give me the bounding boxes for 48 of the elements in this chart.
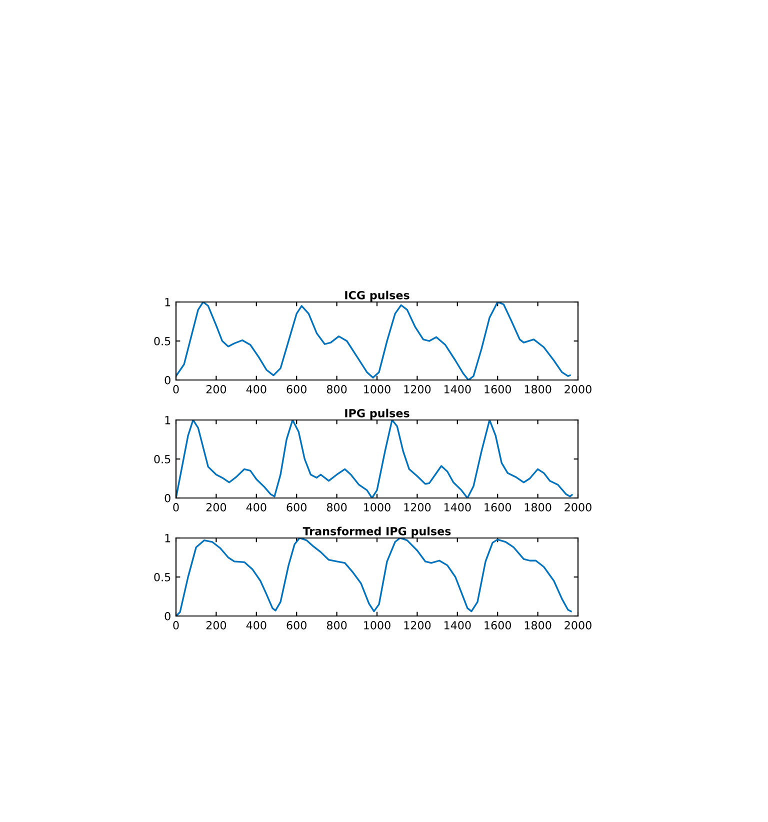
- y-tick-label: 0.5: [154, 572, 170, 582]
- x-tick-label: 1000: [364, 621, 390, 630]
- x-tick-label: 200: [206, 503, 226, 512]
- x-tick-label: 0: [173, 503, 179, 512]
- x-tick-label: 2000: [564, 621, 592, 630]
- x-tick-label: 800: [326, 621, 347, 630]
- x-tick-label: 200: [206, 621, 226, 630]
- x-tick-label: 1200: [404, 503, 431, 512]
- x-tick-label: 800: [326, 503, 347, 512]
- x-tick-label: 200: [206, 385, 226, 394]
- x-tick-label: 600: [286, 621, 306, 630]
- y-tick-label: 0.5: [154, 336, 170, 346]
- x-tick-label: 0: [173, 621, 179, 630]
- chart-title: ICG pulses: [345, 290, 410, 302]
- x-tick-label: 1600: [484, 385, 511, 394]
- line-series: [176, 302, 571, 380]
- line-series: [176, 538, 572, 616]
- y-tick-label: 1: [165, 534, 170, 542]
- line-series: [176, 420, 573, 498]
- x-tick-label: 1600: [484, 503, 511, 512]
- x-tick-label: 600: [286, 385, 306, 394]
- x-tick-label: 1800: [524, 503, 552, 512]
- x-tick-label: 600: [286, 503, 306, 512]
- x-tick-label: 1400: [444, 621, 471, 630]
- y-tick-label: 0: [164, 494, 170, 502]
- x-tick-label: 1800: [524, 385, 552, 394]
- y-tick-label: 1: [165, 298, 170, 306]
- x-tick-label: 1800: [524, 621, 552, 630]
- x-tick-label: 1000: [364, 385, 390, 394]
- x-tick-label: 1000: [364, 503, 390, 512]
- x-tick-label: 1600: [484, 621, 511, 630]
- x-tick-label: 2000: [564, 385, 592, 394]
- y-tick-label: 0: [164, 376, 170, 384]
- x-tick-label: 800: [326, 385, 347, 394]
- x-tick-label: 400: [246, 385, 266, 394]
- x-tick-label: 1200: [404, 621, 431, 630]
- y-tick-label: 0.5: [154, 454, 170, 464]
- x-tick-label: 0: [173, 385, 179, 394]
- x-tick-label: 400: [246, 621, 266, 630]
- chart-title: Transformed IPG pulses: [302, 526, 451, 538]
- x-tick-label: 1400: [444, 503, 471, 512]
- x-tick-label: 400: [246, 503, 266, 512]
- chart-title: IPG pulses: [345, 408, 410, 420]
- x-tick-label: 2000: [564, 503, 592, 512]
- x-tick-label: 1400: [444, 385, 471, 394]
- x-tick-label: 1200: [404, 385, 431, 394]
- y-tick-label: 0: [164, 612, 170, 620]
- y-tick-label: 1: [165, 416, 170, 424]
